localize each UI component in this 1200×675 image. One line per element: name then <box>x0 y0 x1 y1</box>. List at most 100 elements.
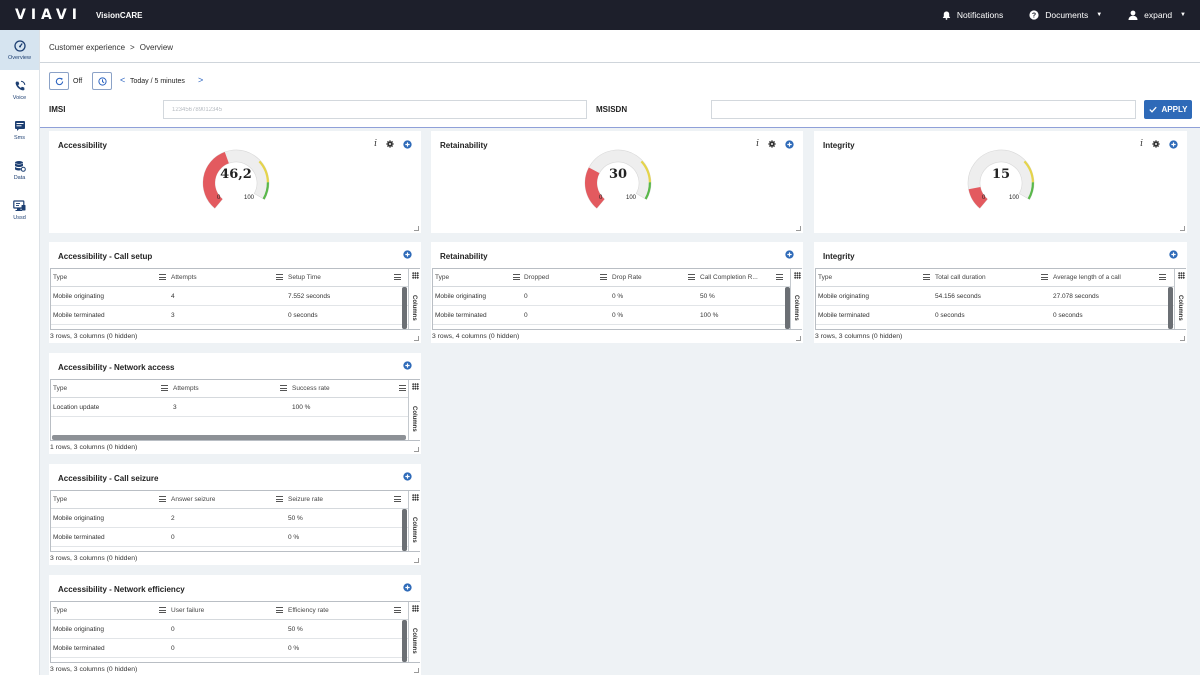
table-row[interactable]: Mobile originating 54.156 seconds 27.078… <box>816 287 1185 306</box>
info-icon[interactable]: i <box>1140 139 1143 149</box>
columns-tool-panel-tab[interactable]: Columns <box>408 269 421 329</box>
sidebar-item-sms[interactable]: Sms <box>0 110 39 150</box>
table-row[interactable]: Mobile terminated 0 0 % 100 % <box>433 306 801 325</box>
columns-tool-panel-tab[interactable]: Columns <box>1174 269 1187 329</box>
column-menu-icon[interactable] <box>161 385 168 391</box>
column-header[interactable]: Answer seizure <box>171 496 216 503</box>
column-header[interactable]: Average length of a call <box>1053 274 1121 281</box>
sidebar-item-overview[interactable]: Overview <box>0 30 39 70</box>
msisdn-input[interactable] <box>711 100 1136 119</box>
resize-handle[interactable] <box>1180 226 1185 231</box>
column-header[interactable]: Attempts <box>173 385 199 392</box>
vertical-scrollbar[interactable] <box>402 287 407 329</box>
column-menu-icon[interactable] <box>159 607 166 613</box>
notifications-button[interactable]: Notifications <box>942 10 1003 20</box>
column-menu-icon[interactable] <box>923 274 930 280</box>
vertical-scrollbar[interactable] <box>402 620 407 662</box>
table-row[interactable]: Mobile originating 0 50 % <box>51 620 419 639</box>
user-menu[interactable]: expand ▼ <box>1128 10 1186 20</box>
table-row[interactable]: Mobile originating 2 50 % <box>51 509 419 528</box>
add-circle-icon[interactable] <box>403 361 412 370</box>
column-header[interactable]: Seizure rate <box>288 496 324 503</box>
add-circle-icon[interactable] <box>403 472 412 481</box>
column-menu-icon[interactable] <box>513 274 520 280</box>
info-icon[interactable]: i <box>756 139 759 149</box>
resize-handle[interactable] <box>1180 336 1185 341</box>
gear-icon[interactable] <box>1152 140 1160 148</box>
vertical-scrollbar[interactable] <box>785 287 790 329</box>
column-header[interactable]: Type <box>53 496 68 503</box>
horizontal-scrollbar[interactable] <box>52 435 406 440</box>
imsi-input[interactable] <box>163 100 587 119</box>
table-row[interactable]: Mobile originating 0 0 % 50 % <box>433 287 801 306</box>
resize-handle[interactable] <box>796 226 801 231</box>
column-header[interactable]: Dropped <box>524 274 549 281</box>
column-header[interactable]: Efficiency rate <box>288 607 329 614</box>
gear-icon[interactable] <box>768 140 776 148</box>
info-icon[interactable]: i <box>374 139 377 149</box>
resize-handle[interactable] <box>414 668 419 673</box>
resize-handle[interactable] <box>414 336 419 341</box>
columns-tool-panel-tab[interactable]: Columns <box>408 602 421 662</box>
column-menu-icon[interactable] <box>276 496 283 502</box>
column-menu-icon[interactable] <box>394 274 401 280</box>
column-menu-icon[interactable] <box>776 274 783 280</box>
column-header[interactable]: Total call duration <box>935 274 986 281</box>
table-row[interactable]: Mobile terminated 0 seconds 0 seconds <box>816 306 1185 325</box>
columns-tool-panel-tab[interactable]: Columns <box>790 269 803 329</box>
column-header[interactable]: Drop Rate <box>612 274 642 281</box>
table-row[interactable]: Mobile terminated 3 0 seconds <box>51 306 419 325</box>
resize-handle[interactable] <box>796 336 801 341</box>
vertical-scrollbar[interactable] <box>1168 287 1173 329</box>
column-menu-icon[interactable] <box>394 607 401 613</box>
column-header[interactable]: Type <box>53 607 68 614</box>
column-menu-icon[interactable] <box>1041 274 1048 280</box>
column-menu-icon[interactable] <box>1159 274 1166 280</box>
previous-range-button[interactable]: < <box>120 75 126 85</box>
sidebar-item-data[interactable]: Data <box>0 150 39 190</box>
column-header[interactable]: Call Completion R... <box>700 274 758 281</box>
sidebar-item-voice[interactable]: Voice <box>0 70 39 110</box>
columns-tool-panel-tab[interactable]: Columns <box>408 491 421 551</box>
column-header[interactable]: Attempts <box>171 274 197 281</box>
add-circle-icon[interactable] <box>403 250 412 259</box>
column-header[interactable]: Type <box>435 274 450 281</box>
resize-handle[interactable] <box>414 447 419 452</box>
time-range-button[interactable] <box>92 72 112 90</box>
resize-handle[interactable] <box>414 558 419 563</box>
apply-button[interactable]: APPLY <box>1144 100 1192 119</box>
column-header[interactable]: User failure <box>171 607 205 614</box>
table-row[interactable]: Mobile terminated 0 0 % <box>51 639 419 658</box>
table-row[interactable]: Location update 3 100 % <box>51 398 419 417</box>
vertical-scrollbar[interactable] <box>402 509 407 551</box>
add-circle-icon[interactable] <box>785 139 794 149</box>
next-range-button[interactable]: > <box>198 75 204 85</box>
column-menu-icon[interactable] <box>276 274 283 280</box>
resize-handle[interactable] <box>414 226 419 231</box>
add-circle-icon[interactable] <box>1169 139 1178 149</box>
column-header[interactable]: Type <box>53 274 68 281</box>
table-row[interactable]: Mobile originating 4 7.552 seconds <box>51 287 419 306</box>
sidebar-item-ussd[interactable]: Ussd <box>0 190 39 230</box>
column-header[interactable]: Success rate <box>292 385 330 392</box>
column-menu-icon[interactable] <box>394 496 401 502</box>
column-menu-icon[interactable] <box>688 274 695 280</box>
column-menu-icon[interactable] <box>280 385 287 391</box>
column-menu-icon[interactable] <box>399 385 406 391</box>
add-circle-icon[interactable] <box>785 250 794 259</box>
column-menu-icon[interactable] <box>159 274 166 280</box>
column-header[interactable]: Type <box>53 385 68 392</box>
column-header[interactable]: Setup Time <box>288 274 321 281</box>
column-menu-icon[interactable] <box>276 607 283 613</box>
column-header[interactable]: Type <box>818 274 833 281</box>
gear-icon[interactable] <box>386 140 394 148</box>
add-circle-icon[interactable] <box>1169 250 1178 259</box>
columns-tool-panel-tab[interactable]: Columns <box>408 380 421 440</box>
refresh-button[interactable] <box>49 72 69 90</box>
add-circle-icon[interactable] <box>403 583 412 592</box>
add-circle-icon[interactable] <box>403 139 412 149</box>
breadcrumb-parent[interactable]: Customer experience <box>49 43 126 52</box>
column-menu-icon[interactable] <box>159 496 166 502</box>
table-row[interactable]: Mobile terminated 0 0 % <box>51 528 419 547</box>
viavi-logo[interactable]: VIAVI <box>15 7 82 23</box>
